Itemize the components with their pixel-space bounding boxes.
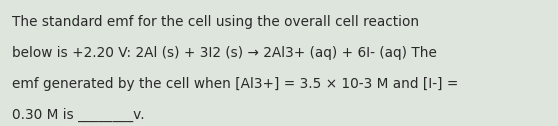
Text: below is +2.20 V: 2Al (s) + 3I2 (s) → 2Al3+ (aq) + 6I- (aq) The: below is +2.20 V: 2Al (s) + 3I2 (s) → 2A… bbox=[12, 46, 437, 60]
Text: 0.30 M is ________v.: 0.30 M is ________v. bbox=[12, 108, 145, 122]
Text: emf generated by the cell when [Al3+] = 3.5 × 10-3 M and [I-] =: emf generated by the cell when [Al3+] = … bbox=[12, 77, 459, 91]
Text: The standard emf for the cell using the overall cell reaction: The standard emf for the cell using the … bbox=[12, 15, 420, 29]
